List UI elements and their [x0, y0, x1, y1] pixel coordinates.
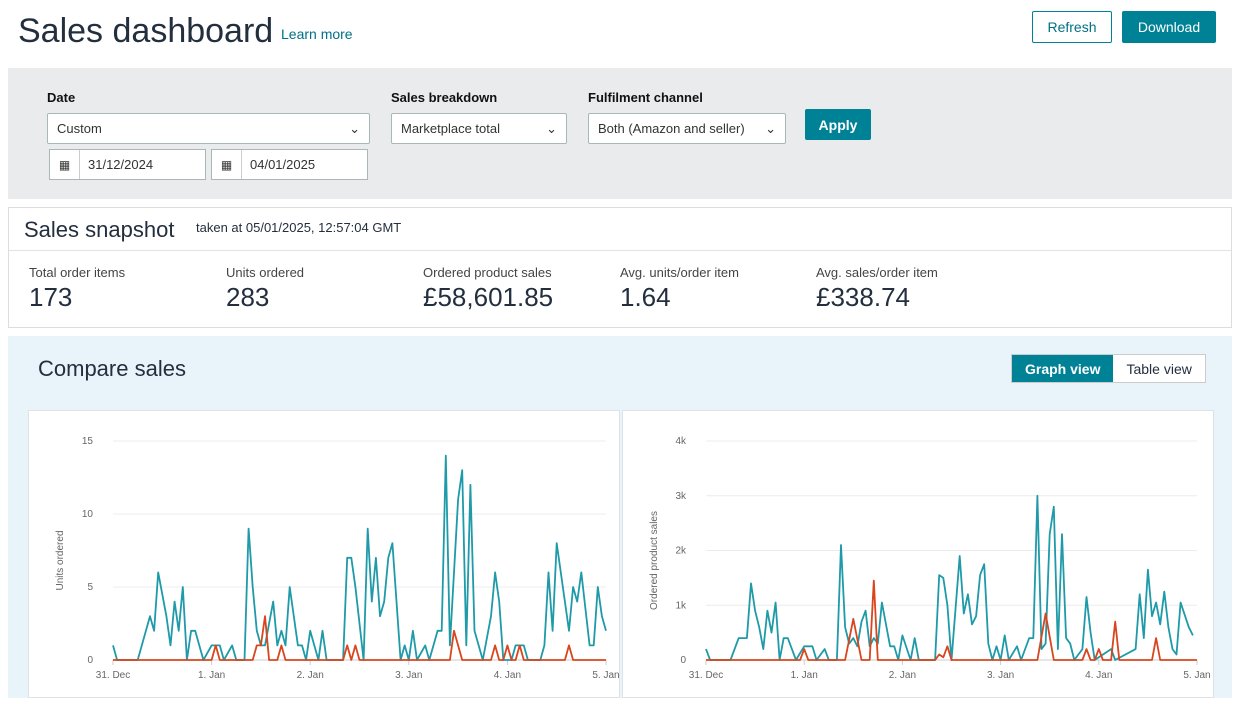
sales-breakdown-value: Marketplace total [401, 121, 500, 136]
start-date-value: 31/12/2024 [88, 157, 154, 172]
metric-label: Avg. units/order item [620, 265, 739, 280]
x-tick-label: 3. Jan [395, 670, 422, 681]
x-tick-label: 1. Jan [198, 670, 225, 681]
page-title: Sales dashboard [18, 12, 274, 50]
fulfilment-channel-select[interactable]: Both (Amazon and seller) ⌄ [588, 113, 786, 144]
x-tick-label: 5. Jan [592, 670, 619, 681]
metric-value: £338.74 [816, 282, 910, 312]
metric-avg-sales: Avg. sales/order item £338.74 [816, 265, 938, 313]
snapshot-title: Sales snapshot [24, 217, 175, 242]
end-date-input[interactable]: ▦ 04/01/2025 [211, 149, 368, 180]
view-toggle: Graph view Table view [1011, 354, 1206, 383]
metric-avg-units: Avg. units/order item 1.64 [620, 265, 739, 313]
fulfilment-channel-label: Fulfilment channel [588, 90, 703, 105]
metric-total-order-items: Total order items 173 [29, 265, 125, 313]
x-tick-label: 4. Jan [1085, 670, 1112, 681]
series-line-1 [113, 615, 606, 661]
metric-ordered-product-sales: Ordered product sales £58,601.85 [423, 265, 553, 313]
refresh-button[interactable]: Refresh [1032, 11, 1112, 43]
y-tick-label: 2k [675, 546, 687, 557]
x-tick-label: 3. Jan [987, 670, 1014, 681]
series-line-0 [112, 454, 607, 661]
metric-label: Ordered product sales [423, 265, 552, 280]
metric-value: 173 [29, 282, 73, 312]
graph-view-button[interactable]: Graph view [1012, 355, 1114, 382]
x-tick-label: 31. Dec [96, 670, 130, 681]
x-tick-label: 2. Jan [889, 670, 916, 681]
apply-button[interactable]: Apply [805, 109, 871, 140]
y-tick-label: 3k [675, 491, 687, 502]
x-tick-label: 1. Jan [791, 670, 818, 681]
x-tick-label: 2. Jan [297, 670, 324, 681]
y-tick-label: 10 [82, 509, 94, 520]
y-tick-label: 4k [675, 436, 687, 447]
x-tick-label: 31. Dec [689, 670, 723, 681]
x-tick-label: 4. Jan [494, 670, 521, 681]
metric-value: £58,601.85 [423, 282, 554, 312]
sales-snapshot-panel: Sales snapshot taken at 05/01/2025, 12:5… [8, 207, 1232, 328]
sales-breakdown-label: Sales breakdown [391, 90, 498, 105]
end-date-value: 04/01/2025 [250, 157, 316, 172]
y-tick-label: 0 [680, 655, 686, 666]
chevron-down-icon: ⌄ [765, 120, 776, 136]
date-range-select[interactable]: Custom ⌄ [47, 113, 370, 144]
download-button[interactable]: Download [1122, 11, 1216, 43]
calendar-icon: ▦ [50, 150, 80, 179]
metric-label: Avg. sales/order item [816, 265, 938, 280]
y-tick-label: 0 [87, 655, 93, 666]
start-date-input[interactable]: ▦ 31/12/2024 [49, 149, 206, 180]
series-line-0 [705, 494, 1194, 661]
series-line-1 [706, 579, 1197, 661]
ordered-sales-chart-svg: 0 1k 2k 3k 4k 31. Dec 1. Jan 2. Jan 3. Jan 4. Jan… [649, 436, 1211, 681]
x-tick-label: 5. Jan [1183, 670, 1210, 681]
learn-more-link[interactable]: Learn more [281, 26, 353, 42]
calendar-icon: ▦ [212, 150, 242, 179]
divider [9, 250, 1231, 251]
filter-panel: Date Custom ⌄ ▦ 31/12/2024 ▦ 04/01/2025 Sal… [8, 68, 1232, 199]
ordered-sales-chart: 0 1k 2k 3k 4k 31. Dec 1. Jan 2. Jan 3. Jan 4. Jan… [622, 410, 1214, 698]
metric-label: Units ordered [226, 265, 305, 280]
date-label: Date [47, 90, 76, 105]
metric-units-ordered: Units ordered 283 [226, 265, 304, 313]
chevron-down-icon: ⌄ [546, 120, 557, 136]
chevron-down-icon: ⌄ [349, 120, 360, 136]
metric-value: 283 [226, 282, 270, 312]
y-tick-label: 1k [675, 600, 687, 611]
snapshot-timestamp: taken at 05/01/2025, 12:57:04 GMT [196, 220, 402, 235]
y-tick-label: 15 [82, 436, 94, 447]
y-axis-label: Ordered product sales [649, 511, 660, 610]
table-view-button[interactable]: Table view [1126, 360, 1192, 377]
compare-sales-title: Compare sales [38, 356, 186, 381]
date-range-value: Custom [57, 121, 102, 136]
units-ordered-chart-svg: 0 5 10 15 31. Dec 1. Jan 2. Jan 3. Jan 4. Jan 5. … [55, 436, 620, 681]
metric-value: 1.64 [620, 282, 671, 312]
metric-label: Total order items [29, 265, 126, 280]
sales-breakdown-select[interactable]: Marketplace total ⌄ [391, 113, 567, 144]
y-axis-label: Units ordered [55, 530, 66, 590]
y-tick-label: 5 [87, 582, 93, 593]
fulfilment-channel-value: Both (Amazon and seller) [598, 121, 745, 136]
units-ordered-chart: 0 5 10 15 31. Dec 1. Jan 2. Jan 3. Jan 4. Jan 5. … [28, 410, 620, 698]
